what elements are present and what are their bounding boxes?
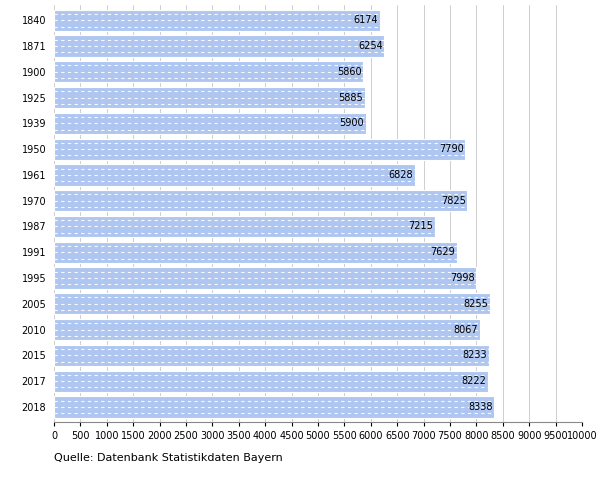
Text: 7215: 7215: [409, 221, 433, 231]
Bar: [54, 216, 435, 237]
Text: 5885: 5885: [338, 93, 363, 103]
Text: 8233: 8233: [463, 350, 487, 360]
Text: 5860: 5860: [337, 67, 362, 77]
Text: 8222: 8222: [461, 376, 487, 386]
Bar: [54, 139, 466, 160]
Text: 6174: 6174: [354, 15, 379, 25]
Bar: [54, 345, 489, 366]
Text: 5900: 5900: [340, 119, 364, 128]
Bar: [54, 36, 384, 57]
Bar: [54, 164, 415, 185]
Bar: [54, 61, 364, 83]
Text: 6254: 6254: [358, 41, 383, 51]
Text: 7825: 7825: [441, 196, 466, 206]
Bar: [54, 293, 490, 314]
Text: 7790: 7790: [439, 144, 464, 154]
Bar: [54, 396, 494, 418]
Text: 8067: 8067: [454, 324, 478, 335]
Bar: [54, 242, 457, 263]
Bar: [54, 267, 476, 288]
Text: 8338: 8338: [468, 402, 493, 412]
Bar: [54, 10, 380, 31]
Bar: [54, 319, 480, 340]
Bar: [54, 87, 365, 108]
Text: 7998: 7998: [450, 273, 475, 283]
Bar: [54, 113, 365, 134]
Text: 7629: 7629: [430, 247, 455, 257]
Text: 6828: 6828: [388, 170, 413, 180]
Bar: [54, 190, 467, 211]
X-axis label: Quelle: Datenbank Statistikdaten Bayern: Quelle: Datenbank Statistikdaten Bayern: [54, 453, 283, 463]
Bar: [54, 371, 488, 392]
Text: 8255: 8255: [463, 299, 488, 309]
